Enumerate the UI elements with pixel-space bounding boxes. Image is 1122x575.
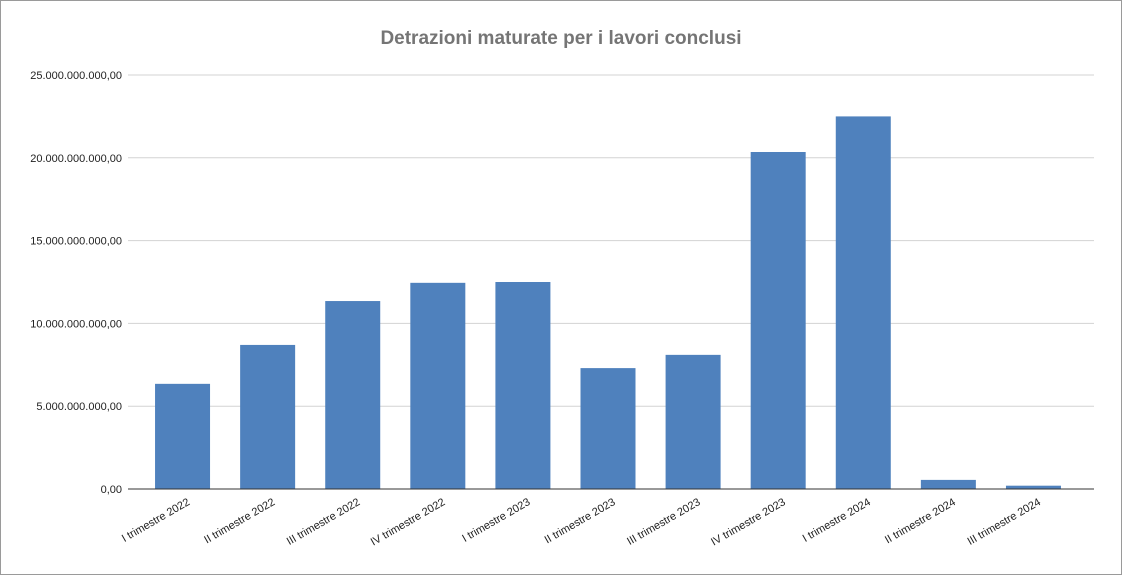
- y-tick-label: 10.000.000.000,00: [30, 318, 122, 330]
- x-tick-label: III trimestre 2024: [965, 496, 1042, 548]
- bar: [665, 354, 721, 489]
- x-tick-label: III trimestre 2022: [285, 496, 362, 548]
- x-tick-label: II trimestre 2022: [202, 496, 277, 546]
- x-tick-label: I trimestre 2023: [460, 496, 532, 545]
- y-tick-label: 0,00: [101, 484, 122, 496]
- x-tick-label: III trimestre 2023: [625, 496, 702, 548]
- y-tick-label: 5.000.000.000,00: [36, 401, 122, 413]
- x-tick-label: IV trimestre 2022: [369, 496, 448, 548]
- bar: [155, 383, 211, 489]
- bar: [495, 282, 551, 489]
- x-tick-labels: I trimestre 2022 II trimestre 2022 III tri…: [120, 496, 1043, 548]
- bar: [410, 282, 466, 489]
- x-tick-label: II trimestre 2023: [543, 496, 618, 546]
- x-tick-label: I trimestre 2022: [120, 496, 192, 545]
- bar: [325, 301, 381, 489]
- bar: [240, 344, 296, 489]
- y-tick-labels: 0,00 5.000.000.000,00 10.000.000.000,00 15.…: [30, 70, 122, 496]
- bars: [155, 116, 1061, 490]
- bar: [580, 368, 636, 489]
- bar: [835, 116, 891, 490]
- bar: [750, 152, 806, 489]
- bar: [1005, 485, 1061, 489]
- x-tick-label: I trimestre 2024: [801, 496, 873, 545]
- bar: [920, 479, 976, 489]
- y-tick-label: 20.000.000.000,00: [30, 153, 122, 165]
- x-tick-label: II trimestre 2024: [883, 496, 958, 546]
- y-tick-label: 25.000.000.000,00: [30, 70, 122, 82]
- x-tick-label: IV trimestre 2023: [709, 496, 788, 548]
- y-tick-label: 15.000.000.000,00: [30, 236, 122, 248]
- chart-title: Detrazioni maturate per i lavori conclus…: [380, 28, 742, 49]
